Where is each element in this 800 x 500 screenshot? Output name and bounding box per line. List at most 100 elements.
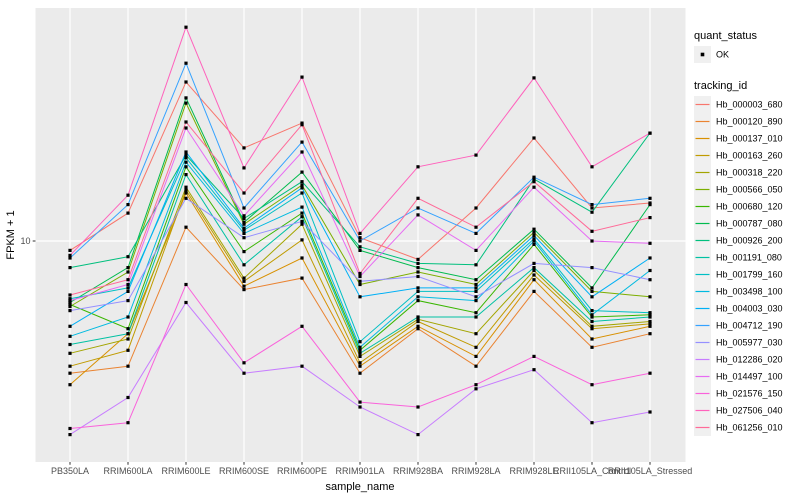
data-point	[590, 324, 594, 328]
data-point	[68, 334, 72, 338]
data-point	[416, 213, 420, 217]
data-point	[474, 248, 478, 252]
data-point	[184, 165, 188, 169]
legend-item-label: Hb_000680_120	[716, 202, 783, 212]
data-point	[648, 313, 652, 317]
data-point	[68, 371, 72, 375]
data-point	[68, 433, 72, 437]
data-point	[242, 216, 246, 221]
data-point	[68, 297, 72, 301]
data-point	[416, 319, 420, 324]
data-point	[474, 345, 478, 349]
data-point	[300, 180, 304, 184]
data-point	[358, 282, 362, 287]
legend-item-label: Hb_001191_080	[716, 253, 782, 263]
legend-title-tracking-id: tracking_id	[694, 80, 747, 92]
data-point	[590, 327, 594, 331]
data-point	[68, 256, 72, 260]
data-point	[300, 123, 304, 127]
x-tick-label: RRII105LA_Stressed	[608, 466, 693, 476]
x-tick-label: RRIM928LA	[451, 466, 500, 476]
data-point	[590, 337, 594, 341]
legend-item-label: Hb_005977_030	[716, 338, 783, 348]
data-point	[590, 206, 594, 210]
data-point	[126, 299, 130, 303]
legend-ok-point-icon	[700, 52, 705, 57]
data-point	[474, 231, 478, 235]
data-point	[68, 351, 72, 355]
data-point	[474, 263, 478, 267]
data-point	[300, 205, 304, 209]
data-point	[242, 276, 246, 280]
data-point	[474, 332, 478, 336]
data-point	[300, 256, 304, 260]
data-point	[416, 289, 420, 293]
y-axis-title: FPKM + 1	[5, 210, 17, 259]
data-point	[242, 166, 246, 170]
data-point	[126, 286, 130, 290]
legend-item-label: Hb_001799_160	[716, 270, 783, 280]
data-point	[590, 266, 594, 270]
data-point	[68, 304, 72, 309]
data-point	[590, 295, 594, 299]
data-point	[648, 410, 652, 414]
data-point	[358, 371, 362, 375]
data-point	[242, 146, 246, 150]
legend-item-label: Hb_004003_030	[716, 304, 783, 314]
data-point	[648, 315, 652, 319]
data-point	[416, 433, 420, 437]
y-tick-label: 10	[20, 236, 30, 246]
data-point	[474, 295, 478, 299]
data-point	[358, 354, 362, 358]
data-point	[242, 263, 246, 267]
data-point	[358, 295, 362, 299]
data-point	[242, 279, 246, 283]
legend-item-label: Hb_000566_050	[716, 185, 783, 195]
data-point	[590, 313, 594, 317]
data-point	[300, 219, 304, 223]
data-point	[126, 270, 130, 274]
x-tick-label: RRIM928BA	[393, 466, 443, 476]
legend: quant_status tracking_id OK Hb_000003_680…	[694, 30, 783, 436]
data-point	[474, 278, 478, 282]
legend-item-label: Hb_000003_680	[716, 100, 783, 110]
data-point	[184, 173, 188, 177]
data-point	[532, 76, 536, 80]
legend-item-label: Hb_000318_220	[716, 168, 783, 178]
data-point	[68, 324, 72, 328]
data-point	[242, 226, 246, 230]
data-point	[242, 220, 246, 224]
data-point	[242, 236, 246, 240]
data-point	[416, 266, 420, 270]
data-point	[184, 25, 188, 29]
data-point	[590, 239, 594, 243]
x-tick-label: RRIM600LE	[161, 466, 210, 476]
data-point	[300, 186, 304, 190]
legend-item-label: Hb_004712_190	[716, 321, 783, 331]
data-point	[126, 364, 130, 368]
data-point	[184, 150, 188, 154]
legend-item-label: Hb_014497_100	[716, 372, 783, 382]
data-point	[242, 288, 246, 292]
data-point	[184, 61, 188, 65]
data-point	[590, 229, 594, 233]
data-point	[300, 191, 304, 195]
data-point	[358, 274, 362, 279]
data-point	[242, 371, 246, 375]
data-point	[590, 210, 594, 214]
data-point	[416, 257, 420, 261]
data-point	[126, 332, 130, 336]
data-point	[474, 206, 478, 210]
data-point	[474, 289, 478, 293]
data-point	[474, 311, 478, 315]
data-point	[126, 211, 130, 215]
data-point	[474, 354, 478, 358]
legend-item-label: Hb_000926_200	[716, 236, 783, 246]
data-point	[300, 75, 304, 79]
data-point	[416, 299, 420, 303]
data-point	[126, 327, 130, 331]
data-point	[300, 150, 304, 154]
data-point	[590, 315, 594, 319]
data-point	[358, 231, 362, 235]
